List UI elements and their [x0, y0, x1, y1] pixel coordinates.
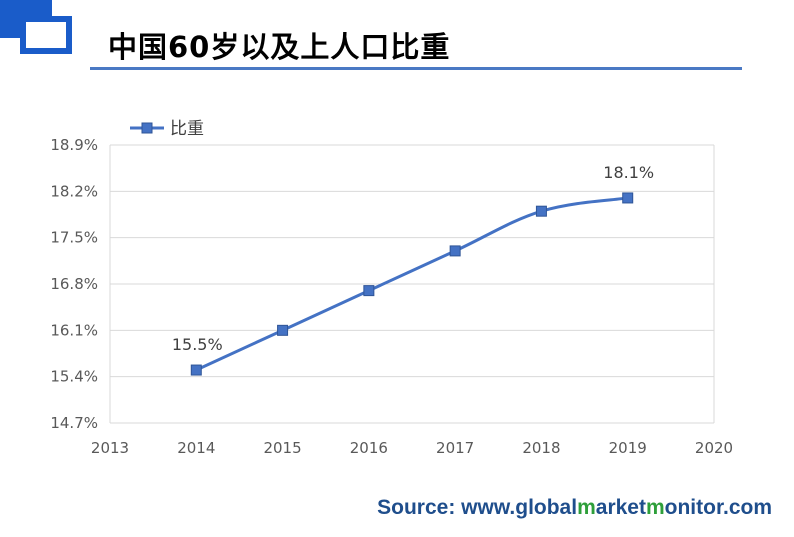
source-domain-part: g [515, 496, 529, 519]
logo-front-square [20, 16, 72, 54]
x-tick-label: 2016 [350, 439, 388, 457]
y-tick-label: 16.8% [50, 275, 98, 293]
data-point-marker [363, 285, 375, 297]
source-domain-part: nitor.com [677, 496, 772, 519]
source-domain-part: lobal [528, 496, 578, 519]
x-tick-label: 2015 [263, 439, 301, 457]
legend-label: 比重 [170, 119, 204, 139]
legend-marker [141, 122, 153, 134]
x-tick-label: 2018 [522, 439, 560, 457]
data-point-marker [190, 364, 202, 376]
data-label: 18.1% [603, 163, 654, 182]
y-tick-label: 16.1% [50, 321, 98, 339]
x-tick-label: 2017 [436, 439, 474, 457]
data-point-marker [449, 245, 461, 257]
x-tick-label: 2020 [695, 439, 733, 457]
data-point-marker [622, 192, 634, 204]
data-point-marker [535, 205, 547, 217]
source-credit: Source: www.globalmarketmonitor.com [377, 496, 772, 520]
data-point-marker [277, 324, 289, 336]
y-tick-label: 15.4% [50, 368, 98, 386]
y-tick-label: 14.7% [50, 414, 98, 432]
y-tick-label: 18.2% [50, 182, 98, 200]
x-tick-label: 2013 [91, 439, 129, 457]
x-tick-label: 2019 [609, 439, 647, 457]
data-label: 15.5% [172, 335, 223, 354]
page-title: 中国60岁以及上人口比重 [108, 30, 451, 64]
x-tick-label: 2014 [177, 439, 215, 457]
title-underline [90, 67, 742, 70]
source-domain-part: o [664, 496, 678, 519]
series-line [195, 196, 628, 372]
source-domain-part: arket [595, 496, 646, 519]
y-tick-label: 18.9% [50, 136, 98, 154]
source-domain-part: m [577, 496, 596, 519]
source-prefix: Source: www. [377, 496, 516, 519]
source-domain: globalmarketmonitor.com [515, 496, 772, 519]
source-domain-part: m [645, 496, 665, 519]
y-tick-label: 17.5% [50, 229, 98, 247]
